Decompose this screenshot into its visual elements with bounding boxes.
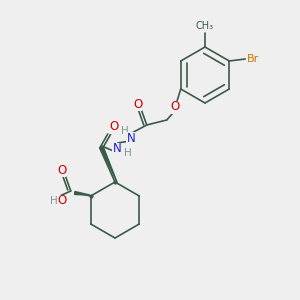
Text: O: O <box>133 98 142 110</box>
Text: CH₃: CH₃ <box>196 21 214 31</box>
Polygon shape <box>100 146 117 182</box>
Text: H: H <box>124 148 132 158</box>
Text: O: O <box>57 194 66 208</box>
Text: O: O <box>109 121 119 134</box>
Text: H: H <box>121 126 129 136</box>
Text: Br: Br <box>247 54 260 64</box>
Text: H: H <box>50 196 58 206</box>
Text: O: O <box>57 164 66 176</box>
Text: N: N <box>112 142 121 155</box>
Text: N: N <box>126 131 135 145</box>
Polygon shape <box>75 191 90 195</box>
Text: O: O <box>170 100 179 113</box>
